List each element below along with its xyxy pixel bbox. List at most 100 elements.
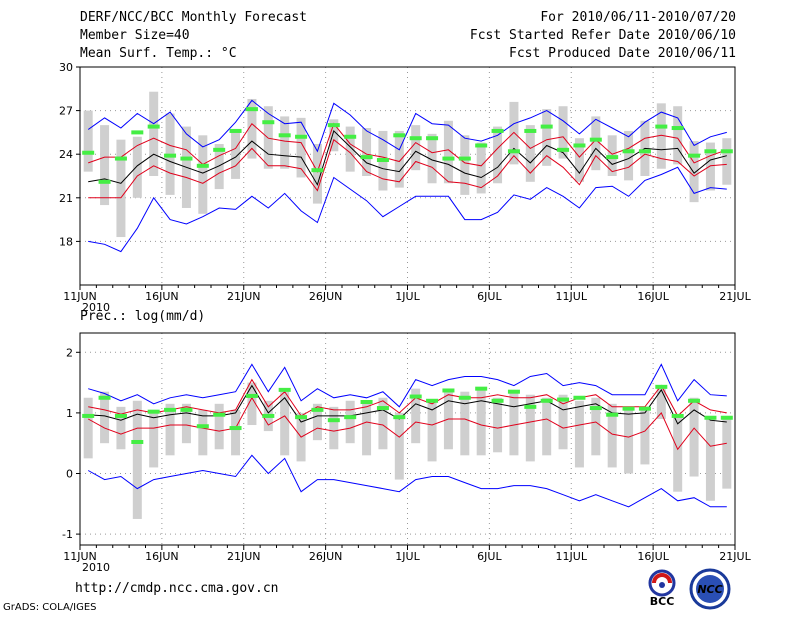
member-marker-7 xyxy=(196,163,209,168)
member-marker-11 xyxy=(262,120,275,125)
xtick-label-3: 26JUN xyxy=(309,550,343,563)
member-marker-0 xyxy=(82,150,95,155)
spread-box-39 xyxy=(722,415,732,489)
xtick-label-5: 6JUL xyxy=(477,290,502,303)
spread-box-23 xyxy=(460,391,470,456)
xtick-label-8: 21JUL xyxy=(719,550,751,563)
max-line xyxy=(87,99,727,153)
member-marker-20 xyxy=(409,136,422,141)
member-marker-16 xyxy=(344,134,357,139)
member-marker-14 xyxy=(311,168,324,173)
member-marker-3 xyxy=(131,439,144,444)
upper-line xyxy=(88,122,727,173)
variable-label: Mean Surf. Temp.: °C xyxy=(80,46,237,61)
member-marker-11 xyxy=(262,413,275,418)
bcc-logo-ring xyxy=(648,569,676,597)
xtick-label-1: 16JUN xyxy=(145,290,179,303)
lower-line xyxy=(87,396,727,451)
member-marker-2 xyxy=(114,156,127,161)
xtick-label-2: 21JUN xyxy=(227,550,261,563)
spread-box-0 xyxy=(83,397,93,459)
spread-box-19 xyxy=(394,130,404,188)
mean-line xyxy=(88,384,727,425)
member-marker-23 xyxy=(458,395,471,400)
ytick-label-0: 18 xyxy=(59,235,73,248)
ytick-label-1: 21 xyxy=(59,192,73,205)
spread-box-24 xyxy=(476,388,486,456)
spread-box-27 xyxy=(525,394,535,462)
member-marker-9 xyxy=(229,426,242,431)
spread-box-25 xyxy=(493,126,503,184)
member-marker-35 xyxy=(655,124,668,129)
spread-box-2 xyxy=(116,406,126,450)
member-marker-22 xyxy=(442,156,455,161)
spread-box-33 xyxy=(624,406,634,474)
member-marker-0 xyxy=(82,413,95,418)
member-marker-7 xyxy=(196,424,209,429)
member-marker-28 xyxy=(540,398,553,403)
member-marker-25 xyxy=(491,398,504,403)
member-marker-21 xyxy=(426,136,439,141)
member-marker-4 xyxy=(147,124,160,129)
member-marker-12 xyxy=(278,133,291,138)
spread-box-1 xyxy=(100,125,110,206)
member-marker-17 xyxy=(360,155,373,160)
member-marker-5 xyxy=(164,153,177,158)
member-marker-29 xyxy=(557,147,570,152)
spread-box-14 xyxy=(312,144,322,204)
spread-box-7 xyxy=(198,135,208,214)
bcc-logo-arc xyxy=(652,573,672,584)
temperature-panel: 18 21 24 27 30 11JUN 16JUN 21JUN 26JUN 1JUL 6JUL 11… xyxy=(59,61,752,314)
member-marker-13 xyxy=(295,134,308,139)
spread-box-35 xyxy=(656,103,666,169)
member-marker-29 xyxy=(557,397,570,402)
forecast-title: DERF/NCC/BCC Monthly Forecast xyxy=(80,10,307,25)
spread-box-3 xyxy=(132,400,142,519)
spread-box-28 xyxy=(542,397,552,456)
member-marker-34 xyxy=(638,149,651,154)
member-marker-32 xyxy=(606,412,619,417)
spread-box-10 xyxy=(247,382,257,426)
spread-box-0 xyxy=(83,110,93,172)
member-marker-37 xyxy=(688,398,701,403)
member-marker-24 xyxy=(475,386,488,391)
member-marker-20 xyxy=(409,394,422,399)
spread-box-12 xyxy=(280,391,290,456)
xtick-label-4: 1JUL xyxy=(395,550,420,563)
member-marker-39 xyxy=(720,415,733,420)
min-line xyxy=(88,166,727,253)
spread-box-19 xyxy=(394,412,404,480)
spread-box-37 xyxy=(689,141,699,203)
spread-box-17 xyxy=(362,128,372,176)
xtick-label-3: 26JUN xyxy=(309,290,343,303)
xtick-label-4: 1JUL xyxy=(395,290,420,303)
member-marker-6 xyxy=(180,407,193,412)
spread-box-30 xyxy=(574,138,584,182)
member-marker-5 xyxy=(164,407,177,412)
member-marker-38 xyxy=(704,415,717,420)
spread-box-4 xyxy=(149,409,159,468)
fcst-produced-date: Fcst Produced Date 2010/06/11 xyxy=(509,46,736,61)
member-marker-23 xyxy=(458,156,471,161)
spread-box-23 xyxy=(460,135,470,195)
member-marker-1 xyxy=(98,395,111,400)
spread-box-17 xyxy=(362,403,372,456)
spread-box-30 xyxy=(574,400,584,468)
member-marker-30 xyxy=(573,143,586,148)
spread-box-16 xyxy=(345,126,355,172)
precipitation-panel: -1 0 1 2 11JUN 16JUN 21JUN 26JUN 1JUL 6JUL 11JUL 16… xyxy=(62,332,752,574)
member-marker-16 xyxy=(344,415,357,420)
spread-box-38 xyxy=(705,415,715,501)
fcst-started-date: Fcst Started Refer Date 2010/06/10 xyxy=(469,28,736,43)
spread-box-8 xyxy=(214,403,224,450)
source-url[interactable]: http://cmdp.ncc.cma.gov.cn xyxy=(75,581,279,596)
spread-box-10 xyxy=(247,98,257,159)
spread-box-32 xyxy=(607,403,617,468)
xtick-label-0: 11JUN xyxy=(63,550,97,563)
lower-line xyxy=(88,138,727,199)
member-marker-30 xyxy=(573,395,586,400)
spread-box-12 xyxy=(280,116,290,169)
xtick-label-7: 16JUL xyxy=(637,290,669,303)
member-marker-17 xyxy=(360,399,373,404)
member-marker-2 xyxy=(114,413,127,418)
